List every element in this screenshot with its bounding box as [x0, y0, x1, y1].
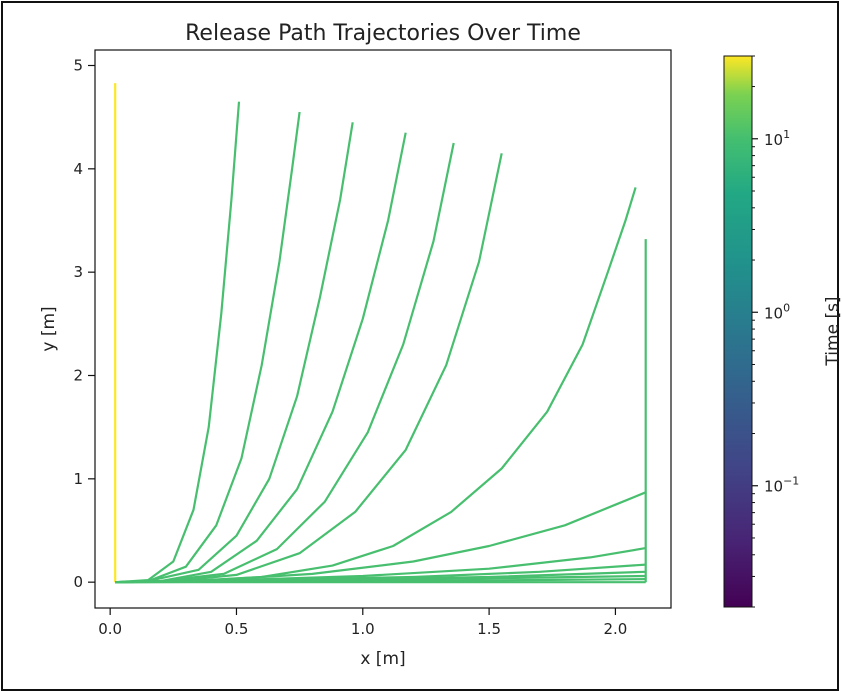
y-tick-label-4: 4: [73, 160, 83, 178]
y-axis-label: y [m]: [39, 306, 59, 351]
colorbar-tick-label-1: 100: [764, 301, 790, 322]
colorbar-ticks: 101 100 10−1: [752, 55, 799, 608]
trajectory-line-6: [115, 153, 503, 584]
trajectory-line-5: [115, 142, 455, 584]
x-tick-label-3: 1.5: [477, 620, 501, 638]
x-tick-label-1: 0.5: [225, 620, 249, 638]
y-tick-label-5: 5: [73, 57, 83, 75]
x-axis-label: x [m]: [360, 649, 405, 669]
trajectory-line-8: [115, 491, 647, 584]
x-tick-label-2: 1.0: [351, 620, 375, 638]
series-layer: [114, 83, 647, 584]
y-tick-label-1: 1: [73, 470, 83, 488]
chart-title: Release Path Trajectories Over Time: [185, 21, 581, 46]
trajectory-line-1: [115, 101, 241, 584]
x-axis-ticks: 0.0 0.5 1.0 1.5 2.0: [98, 608, 627, 638]
trajectory-line-3: [115, 122, 354, 584]
x-tick-label-0: 0.0: [98, 620, 122, 638]
colorbar: [723, 55, 753, 608]
y-axis-ticks: 0 1 2 3 4 5: [73, 57, 95, 591]
x-tick-label-4: 2.0: [603, 620, 627, 638]
trajectory-chart: Release Path Trajectories Over Time 0.0 0…: [39, 21, 842, 669]
trajectory-line-7: [115, 187, 637, 584]
colorbar-label: Time [s]: [823, 296, 842, 366]
y-tick-label-2: 2: [73, 367, 83, 385]
y-tick-label-3: 3: [73, 263, 83, 281]
y-tick-label-0: 0: [73, 573, 83, 591]
colorbar-tick-label-2: 10−1: [764, 475, 799, 496]
plot-area: [94, 49, 672, 609]
trajectory-line-4: [115, 132, 407, 584]
trajectory-line-2: [115, 111, 301, 584]
colorbar-tick-label-0: 101: [764, 128, 790, 149]
